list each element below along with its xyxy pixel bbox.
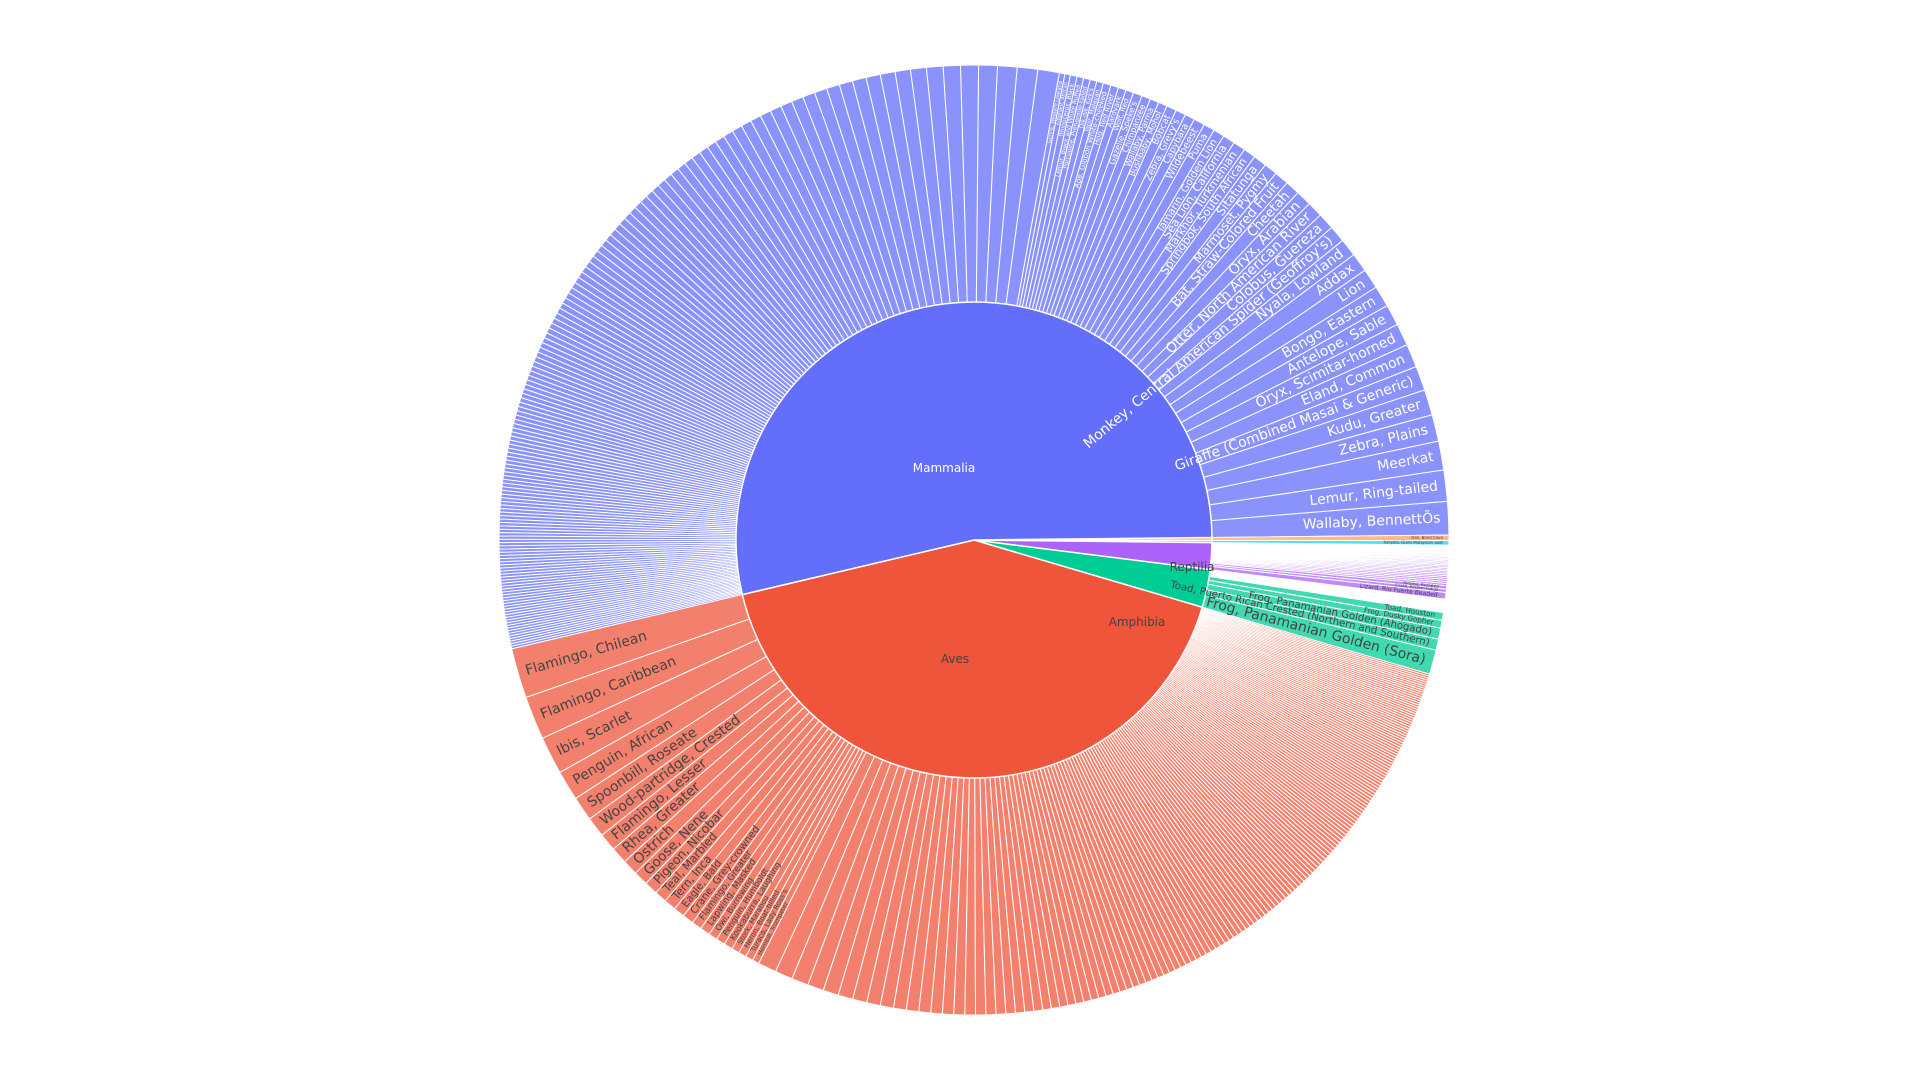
- class-ring: [735, 301, 1213, 779]
- species-ring: [498, 64, 1450, 1016]
- class-wedge-mammalia[interactable]: [735, 301, 1213, 596]
- class-wedge-aves[interactable]: [741, 539, 1204, 779]
